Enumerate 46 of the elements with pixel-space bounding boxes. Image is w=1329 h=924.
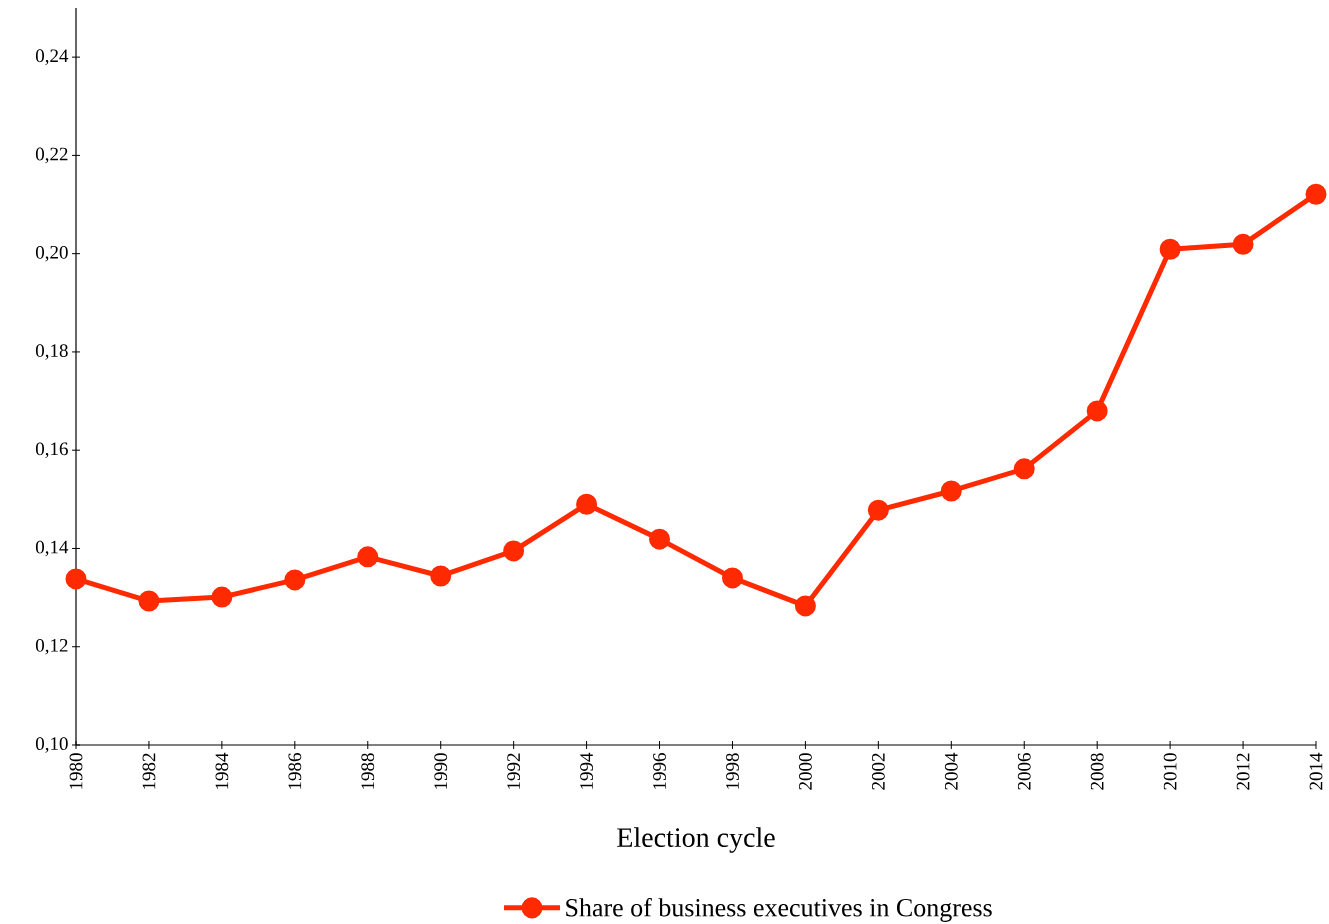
x-tick-label: 2000 <box>799 753 812 790</box>
point <box>1159 238 1181 260</box>
y-tick-label: 0,16 <box>35 442 68 458</box>
x-tick-label: 2004 <box>944 752 958 790</box>
x-tick-label: 1992 <box>507 753 521 789</box>
y-tick-label: 0,18 <box>35 344 68 360</box>
x-tick-label: 1988 <box>361 753 375 789</box>
y-tick-label: 0,24 <box>35 49 69 65</box>
point <box>138 590 160 612</box>
point <box>1305 183 1327 205</box>
x-tick-label: 1990 <box>434 753 448 789</box>
point <box>649 528 671 550</box>
y-tick-label: 0,20 <box>35 245 68 262</box>
y-tick-label: 0,22 <box>35 147 68 164</box>
point <box>794 595 816 617</box>
x-tick-label: 1996 <box>653 753 666 789</box>
point <box>430 565 452 587</box>
x-tick-label: 1980 <box>69 753 83 789</box>
point <box>721 567 743 589</box>
point <box>65 568 87 590</box>
point <box>1232 233 1254 255</box>
x-tick-label: 1986 <box>288 753 302 789</box>
point <box>503 540 525 562</box>
x-tick-label: 2010 <box>1163 753 1177 790</box>
x-tick-label: 2006 <box>1017 753 1031 790</box>
point <box>867 499 889 521</box>
legend-label: Share of business executives in Congress <box>566 897 992 922</box>
y-tick-label: 0,14 <box>35 540 69 557</box>
x-tick-label: 1994 <box>580 752 593 789</box>
point <box>211 586 233 608</box>
x-tick-label: 1984 <box>215 752 229 789</box>
point <box>1013 458 1035 480</box>
y-tick-label: 0,12 <box>35 638 68 655</box>
x-tick-label: 2014 <box>1309 752 1323 790</box>
point <box>357 546 379 568</box>
x-axis-title: Election cycle <box>617 827 775 853</box>
x-tick-label: 1982 <box>142 753 156 789</box>
x-tick-label: 1998 <box>726 753 739 789</box>
point <box>284 569 306 591</box>
point <box>940 480 962 502</box>
y-tick-label: 0,10 <box>35 737 68 753</box>
x-tick-label: 2002 <box>871 753 885 790</box>
point <box>576 493 598 515</box>
x-tick-label: 2012 <box>1236 753 1250 790</box>
point <box>1086 400 1108 422</box>
x-tick-label: 2008 <box>1090 753 1104 790</box>
